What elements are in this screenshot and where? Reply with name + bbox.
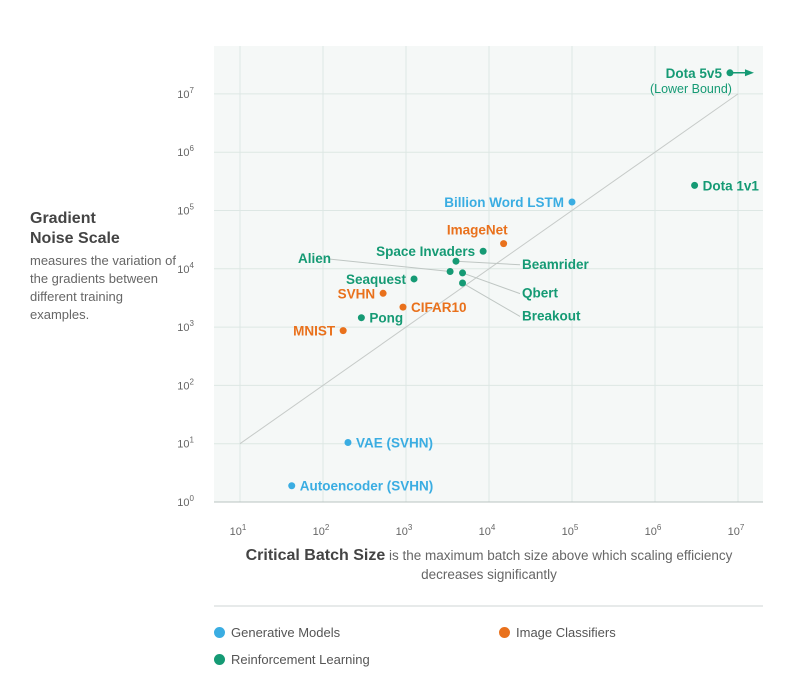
legend-dot-rl	[214, 654, 225, 665]
cifar10-point	[399, 303, 407, 311]
space-invaders-point	[479, 247, 487, 255]
axis-ticks: 101 102 103 104 105 106 107 100 101 102 103 104 105 1…	[177, 86, 745, 538]
seaquest-point	[410, 275, 418, 283]
dota-5v5-sublabel: (Lower Bound)	[650, 82, 732, 96]
dota-5v5-arrow-head	[744, 69, 754, 77]
mnist-label: MNIST	[293, 324, 336, 339]
dota-1v1-label: Dota 1v1	[703, 178, 760, 193]
imagenet-point	[500, 240, 508, 248]
breakout-leader-line	[462, 282, 521, 317]
beamrider-leader-line	[455, 260, 521, 266]
dota-1v1-point	[691, 181, 699, 189]
data-points: Billion Word LSTM VAE (SVHN) Autoencoder (…	[288, 66, 759, 494]
pong-label: Pong	[369, 311, 403, 326]
autoencoder-svhn-label: Autoencoder (SVHN)	[300, 479, 434, 494]
y-axis-title-line1: Gradient	[30, 210, 96, 227]
x-tick-label: 102	[313, 523, 330, 538]
qbert-leader-line	[462, 272, 521, 295]
y-axis-title: Gradient Noise Scale	[30, 209, 190, 249]
legend-label-rl: Reinforcement Learning	[231, 652, 370, 667]
x-tick-label: 104	[479, 523, 496, 538]
y-axis-title-line2: Noise Scale	[30, 230, 120, 247]
trend-line	[239, 93, 739, 445]
beamrider-point	[452, 257, 460, 265]
legend-label-generative: Generative Models	[231, 625, 341, 640]
x-tick-label: 103	[396, 523, 413, 538]
vae-svhn-point	[344, 438, 352, 446]
y-tick-label: 103	[177, 319, 194, 334]
x-axis-title-bold: Critical Batch Size	[245, 547, 386, 564]
x-axis-title-rest: is the maximum batch size above which sc…	[385, 548, 733, 582]
x-tick-label: 105	[562, 523, 579, 538]
seaquest-label: Seaquest	[346, 272, 407, 287]
billion-word-lstm-point	[568, 198, 576, 206]
legend-dot-classifiers	[499, 627, 510, 638]
mnist-point	[339, 327, 347, 335]
x-tick-label: 101	[230, 523, 247, 538]
legend-item-rl: Reinforcement Learning	[214, 652, 370, 667]
imagenet-label: ImageNet	[447, 223, 508, 238]
breakout-label: Breakout	[522, 308, 581, 323]
dota-5v5-label: Dota 5v5	[666, 66, 723, 81]
y-tick-label: 102	[177, 377, 194, 392]
y-tick-label: 104	[177, 261, 194, 276]
y-tick-label: 105	[177, 203, 194, 218]
dota-5v5-point	[726, 69, 734, 77]
x-tick-label: 107	[728, 523, 745, 538]
qbert-point	[459, 269, 467, 277]
x-axis-title: Critical Batch Size is the maximum batch…	[214, 546, 764, 584]
grid	[214, 46, 763, 503]
beamrider-label: Beamrider	[522, 257, 590, 272]
y-tick-label: 107	[177, 86, 194, 101]
y-tick-label: 101	[177, 436, 194, 451]
cifar10-label: CIFAR10	[411, 300, 467, 315]
svhn-label: SVHN	[338, 286, 376, 301]
legend-item-classifiers: Image Classifiers	[499, 625, 616, 640]
legend-item-generative: Generative Models	[214, 625, 340, 640]
svhn-point	[379, 289, 387, 297]
autoencoder-svhn-point	[288, 482, 296, 490]
space-invaders-label: Space Invaders	[376, 244, 475, 259]
breakout-point	[459, 279, 467, 287]
vae-svhn-label: VAE (SVHN)	[356, 435, 433, 450]
alien-point	[446, 267, 454, 275]
legend-dot-generative	[214, 627, 225, 638]
billion-word-lstm-label: Billion Word LSTM	[444, 195, 564, 210]
y-tick-label: 106	[177, 144, 194, 159]
legend-label-classifiers: Image Classifiers	[516, 625, 616, 640]
pong-point	[357, 314, 365, 322]
x-tick-label: 106	[645, 523, 662, 538]
y-tick-label: 100	[177, 494, 194, 509]
alien-label: Alien	[298, 251, 331, 266]
qbert-label: Qbert	[522, 286, 559, 301]
alien-leader-line	[329, 258, 451, 272]
y-axis-description: measures the variation of the gradients …	[30, 253, 176, 322]
